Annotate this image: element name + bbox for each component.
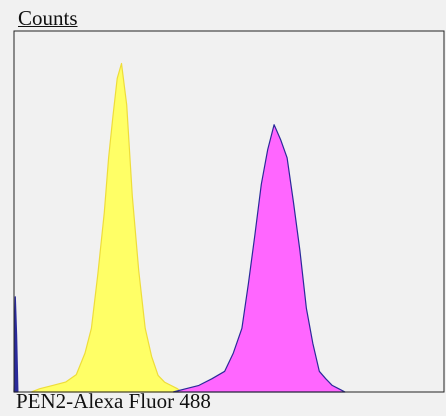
histogram-series-1 (30, 62, 183, 393)
plot-frame (13, 30, 445, 393)
histogram-series-2 (172, 124, 346, 393)
y-axis-label: Counts (18, 6, 78, 30)
histogram-series-3 (13, 296, 19, 393)
x-axis-label: PEN2-Alexa Fluor 488 (16, 389, 211, 413)
series-layer (13, 62, 346, 393)
